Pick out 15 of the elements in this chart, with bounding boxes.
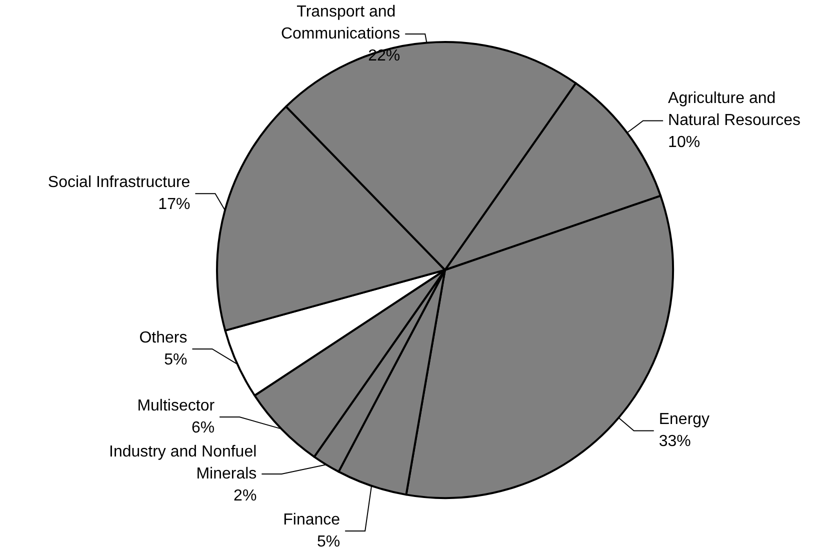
slice-label: Transport and Communications bbox=[280, 4, 400, 42]
data-label: 5% bbox=[316, 534, 340, 550]
data-label: 17% bbox=[158, 196, 190, 214]
slice-label: Others bbox=[139, 329, 188, 346]
data-label: 6% bbox=[191, 420, 215, 436]
data-label: 5% bbox=[164, 351, 188, 368]
slice-label: Social Infrastructure bbox=[48, 174, 190, 192]
slice-label: Energy bbox=[658, 411, 710, 428]
data-label: 2% bbox=[234, 488, 257, 504]
slice-label: Agriculture and Natural Resources bbox=[668, 90, 801, 130]
data-label: 10% bbox=[668, 134, 700, 152]
slice-label: Multisector bbox=[137, 398, 216, 414]
slice-label: Industry and Nonfuel Minerals bbox=[109, 444, 257, 482]
slice-label: Finance bbox=[283, 512, 340, 528]
data-label: 33% bbox=[658, 433, 691, 450]
